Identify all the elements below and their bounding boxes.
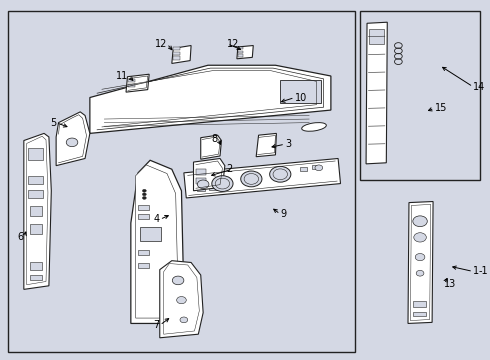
Polygon shape: [24, 134, 51, 289]
Ellipse shape: [302, 123, 326, 131]
Bar: [128, 84, 135, 87]
Bar: [197, 188, 205, 192]
Bar: [28, 190, 43, 198]
Polygon shape: [201, 135, 221, 159]
Circle shape: [212, 176, 233, 192]
Text: 11: 11: [116, 71, 128, 81]
Bar: [29, 224, 42, 234]
Text: 6: 6: [18, 232, 24, 242]
Circle shape: [413, 216, 427, 226]
Polygon shape: [411, 204, 431, 320]
Bar: [299, 167, 307, 171]
Text: 1: 1: [473, 266, 479, 276]
Text: 13: 13: [444, 279, 456, 289]
Bar: [173, 47, 179, 50]
Text: 8: 8: [212, 134, 218, 144]
Bar: [238, 54, 243, 57]
Bar: [209, 186, 217, 190]
Polygon shape: [184, 158, 341, 198]
Circle shape: [143, 193, 147, 196]
Bar: [413, 312, 426, 316]
Polygon shape: [164, 264, 199, 334]
Text: -1: -1: [479, 266, 489, 276]
Polygon shape: [366, 22, 387, 164]
Bar: [28, 176, 43, 184]
Text: 7: 7: [153, 320, 160, 330]
Bar: [29, 262, 42, 270]
Circle shape: [315, 165, 323, 171]
Circle shape: [180, 317, 188, 323]
Circle shape: [172, 276, 184, 285]
Bar: [238, 50, 243, 53]
Polygon shape: [56, 112, 90, 166]
Circle shape: [244, 174, 259, 184]
Circle shape: [270, 166, 291, 182]
Polygon shape: [90, 65, 331, 134]
Bar: [29, 275, 42, 280]
Polygon shape: [126, 74, 149, 92]
Polygon shape: [172, 45, 191, 63]
Text: 12: 12: [155, 39, 167, 49]
Polygon shape: [136, 165, 178, 318]
Polygon shape: [160, 261, 203, 338]
Bar: [138, 250, 148, 255]
Circle shape: [414, 233, 426, 242]
Bar: [173, 51, 179, 55]
Polygon shape: [131, 160, 184, 323]
Polygon shape: [256, 134, 276, 157]
Circle shape: [415, 253, 425, 261]
Bar: [173, 56, 179, 59]
Circle shape: [416, 270, 424, 276]
Bar: [196, 169, 205, 175]
Circle shape: [143, 189, 147, 192]
Bar: [369, 30, 384, 44]
Bar: [196, 178, 205, 184]
Bar: [238, 47, 243, 49]
Bar: [138, 206, 148, 211]
Circle shape: [241, 171, 262, 187]
Text: 10: 10: [294, 93, 307, 103]
Bar: [8, 12, 355, 352]
Bar: [128, 79, 135, 82]
Bar: [28, 148, 43, 160]
Text: 4: 4: [154, 215, 160, 224]
Polygon shape: [27, 136, 48, 285]
Bar: [138, 215, 148, 220]
Bar: [138, 263, 148, 268]
Circle shape: [273, 169, 288, 180]
Text: 3: 3: [285, 139, 291, 149]
Polygon shape: [408, 202, 433, 323]
Text: 14: 14: [473, 82, 485, 92]
Bar: [413, 301, 426, 307]
Bar: [280, 80, 321, 103]
Circle shape: [176, 297, 186, 304]
Bar: [360, 12, 480, 180]
Text: 15: 15: [435, 103, 447, 113]
Text: 2: 2: [226, 164, 232, 174]
Bar: [312, 165, 319, 169]
Text: 9: 9: [280, 209, 286, 219]
Polygon shape: [194, 158, 225, 191]
Text: 12: 12: [227, 39, 240, 49]
Text: 5: 5: [50, 118, 56, 128]
Bar: [29, 206, 42, 216]
Circle shape: [197, 180, 209, 189]
Bar: [140, 227, 161, 241]
Polygon shape: [237, 45, 253, 59]
Circle shape: [215, 178, 230, 189]
Circle shape: [143, 197, 147, 199]
Circle shape: [66, 138, 78, 147]
